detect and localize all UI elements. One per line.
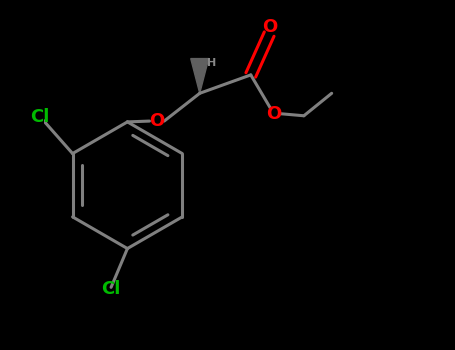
Text: H: H — [207, 58, 216, 68]
Text: O: O — [263, 18, 278, 36]
Text: Cl: Cl — [30, 108, 50, 126]
Text: Cl: Cl — [101, 280, 121, 299]
Text: O: O — [149, 112, 164, 130]
Polygon shape — [191, 58, 209, 93]
Text: O: O — [266, 105, 281, 123]
